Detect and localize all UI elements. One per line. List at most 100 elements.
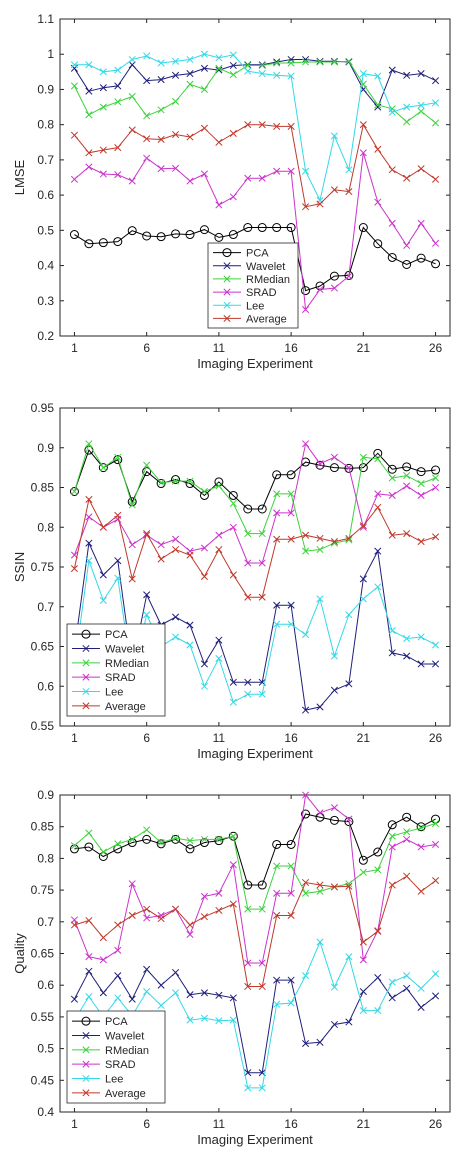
data-point: [316, 58, 324, 66]
data-point: [258, 121, 266, 129]
data-point: [200, 835, 208, 843]
data-point: [172, 905, 180, 913]
legend-marker: [82, 687, 90, 696]
data-point: [85, 495, 93, 503]
data-point: [70, 842, 78, 850]
data-point: [172, 130, 180, 139]
data-point: [114, 574, 122, 582]
data-point: [157, 541, 165, 549]
data-point: [128, 501, 136, 509]
data-point: [417, 107, 425, 115]
legend-marker: [82, 673, 90, 681]
data-point: [229, 193, 237, 201]
data-point: [244, 67, 252, 75]
data-point: [417, 538, 425, 546]
data-point: [143, 530, 151, 538]
x-tick-label: 16: [284, 341, 298, 355]
data-point: [85, 149, 93, 157]
data-point: [374, 103, 382, 111]
x-tick-label: 26: [429, 731, 443, 745]
data-point: [229, 698, 237, 706]
data-point: [432, 77, 440, 85]
data-point: [244, 905, 252, 913]
data-point: [374, 927, 382, 935]
data-point: [345, 611, 353, 619]
data-point: [417, 660, 425, 668]
y-axis-label: SSIN: [12, 552, 27, 582]
data-point: [229, 61, 237, 70]
data-point: [432, 840, 440, 849]
series-pca: [69, 445, 441, 514]
y-tick-label: 0.8: [37, 118, 54, 132]
data-point: [358, 463, 368, 473]
data-point: [273, 535, 281, 543]
data-point: [432, 239, 440, 247]
data-point: [417, 101, 425, 109]
data-point: [229, 523, 237, 531]
data-point: [417, 165, 425, 173]
legend-marker: [222, 248, 232, 258]
data-point: [200, 572, 208, 581]
data-point: [244, 174, 252, 182]
data-point: [157, 479, 165, 487]
series-wavelet: [70, 965, 440, 1077]
data-point: [359, 868, 367, 876]
data-point: [186, 991, 194, 999]
y-tick-label: 0.8: [37, 520, 54, 534]
data-point: [70, 64, 78, 72]
data-point: [287, 535, 295, 543]
data-point: [85, 440, 93, 448]
data-point: [229, 51, 237, 59]
data-point: [287, 59, 295, 67]
data-point: [330, 132, 338, 140]
data-point: [85, 539, 93, 547]
x-tick-label: 16: [284, 1117, 298, 1131]
data-point: [186, 551, 194, 559]
data-point: [99, 84, 107, 92]
data-point: [143, 826, 151, 834]
legend-marker: [82, 702, 90, 710]
data-point: [374, 866, 382, 874]
data-point: [143, 77, 151, 85]
legend-box: [66, 623, 166, 717]
legend-label: Wavelet: [246, 261, 285, 273]
y-tick-label: 0.55: [31, 1010, 55, 1024]
data-point: [114, 453, 122, 461]
chart-panel-2: 0.550.60.650.70.750.80.850.90.951 6 11 16 21…: [12, 401, 451, 761]
data-point: [99, 68, 107, 76]
data-point: [98, 463, 108, 473]
data-point: [200, 913, 208, 921]
data-point: [432, 119, 440, 127]
series-rmedian: [70, 819, 440, 913]
data-point: [244, 530, 252, 538]
data-point: [345, 536, 353, 544]
y-tick-label: 0.6: [37, 188, 54, 202]
data-point: [85, 61, 93, 69]
data-point: [229, 571, 237, 579]
data-point: [388, 994, 396, 1002]
data-point: [186, 477, 194, 485]
data-point: [172, 57, 180, 65]
x-tick-label: 1: [71, 341, 78, 355]
x-tick-label: 26: [429, 1117, 443, 1131]
data-point: [388, 978, 396, 986]
data-point: [387, 252, 397, 262]
data-point: [127, 838, 137, 848]
data-point: [186, 80, 194, 88]
data-point: [358, 855, 368, 865]
data-point: [157, 1001, 165, 1010]
data-point: [200, 1014, 208, 1022]
legend-label: Average: [105, 1088, 146, 1100]
data-point: [128, 92, 136, 101]
data-point: [388, 881, 396, 889]
data-point: [388, 219, 396, 227]
series-line: [74, 226, 436, 292]
data-point: [302, 878, 310, 887]
series-lee: [70, 50, 440, 204]
y-axis-label: Quality: [12, 933, 27, 974]
data-point: [273, 862, 281, 870]
data-point: [157, 555, 165, 563]
data-point: [302, 440, 310, 448]
data-point: [157, 135, 165, 144]
data-point: [172, 477, 180, 485]
